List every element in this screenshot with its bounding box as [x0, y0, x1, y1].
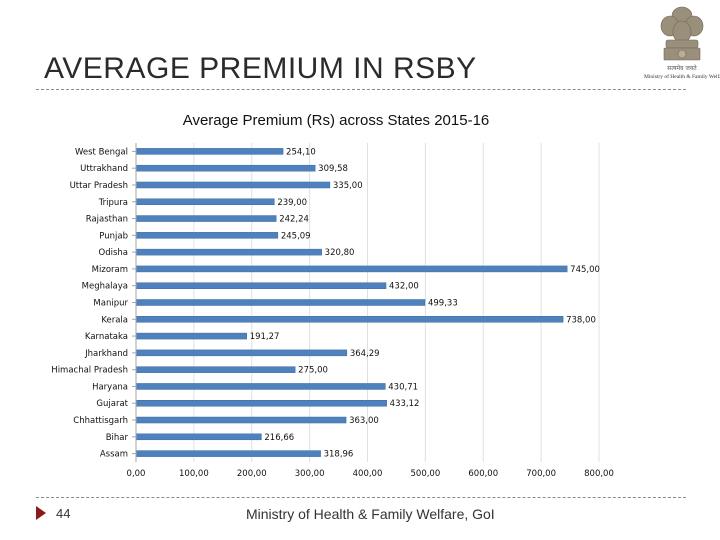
- bar: [135, 383, 386, 390]
- category-label: Karnataka: [85, 332, 128, 342]
- category-label: Uttar Pradesh: [70, 181, 128, 191]
- data-label: 309,58: [318, 164, 348, 174]
- slide-title: AVERAGE PREMIUM IN RSBY: [44, 52, 477, 85]
- bar: [135, 299, 426, 306]
- page-number: 44: [56, 506, 71, 521]
- category-label: Haryana: [92, 382, 128, 392]
- x-tick-label: 700,00: [526, 469, 556, 479]
- bar: [135, 248, 322, 256]
- chart-title: Average Premium (Rs) across States 2015-…: [182, 112, 490, 129]
- bar: [135, 416, 347, 424]
- x-tick-label: 100,00: [179, 469, 209, 479]
- data-label: 499,33: [428, 299, 458, 309]
- data-label: 320,80: [325, 248, 355, 258]
- bar: [135, 265, 568, 273]
- category-label: Chhattisgarh: [73, 416, 128, 426]
- svg-text:सत्यमेव जयते: सत्यमेव जयते: [667, 64, 697, 72]
- data-label: 364,29: [350, 349, 380, 359]
- x-tick-label: 300,00: [295, 469, 325, 479]
- bar: [135, 332, 247, 340]
- bar: [135, 232, 279, 239]
- x-tick-label: 800,00: [584, 469, 614, 479]
- category-label: Jharkhand: [84, 349, 128, 359]
- bar: [135, 366, 296, 373]
- data-label: 191,27: [250, 332, 280, 342]
- category-label: Rajasthan: [86, 215, 128, 225]
- category-label: Bihar: [106, 433, 129, 443]
- data-label: 239,00: [277, 198, 307, 208]
- category-label: Kerala: [101, 315, 128, 325]
- x-tick-label: 400,00: [353, 469, 383, 479]
- data-label: 216,66: [264, 433, 294, 443]
- bar: [135, 316, 564, 323]
- bar: [135, 215, 277, 222]
- data-label: 430,71: [388, 382, 418, 392]
- data-label: 432,00: [389, 282, 419, 292]
- data-label: 245,09: [281, 231, 311, 241]
- category-label: Mizoram: [92, 265, 128, 275]
- x-tick-label: 0,00: [127, 469, 146, 479]
- data-label: 335,00: [333, 181, 363, 191]
- data-label: 433,12: [390, 399, 420, 409]
- category-label: Assam: [100, 450, 128, 460]
- x-tick-label: 500,00: [411, 469, 441, 479]
- bar: [135, 282, 387, 289]
- category-label: Himachal Pradesh: [51, 366, 128, 376]
- national-emblem-logo: सत्यमेव जयते: [660, 6, 704, 72]
- emblem-caption: Ministry of Health & Family Welfare: [644, 74, 720, 80]
- header-divider: [36, 89, 686, 90]
- bar: [135, 164, 316, 172]
- category-label: Punjab: [99, 231, 128, 241]
- footer-arrow-icon: [36, 506, 46, 520]
- category-label: Manipur: [93, 299, 128, 309]
- footer-text: Ministry of Health & Family Welfare, GoI: [246, 506, 495, 522]
- category-label: Meghalaya: [82, 282, 128, 292]
- bar: [135, 433, 262, 441]
- category-label: Odisha: [99, 248, 128, 258]
- bar: [135, 349, 348, 357]
- data-label: 738,00: [566, 315, 596, 325]
- footer-divider: [36, 497, 686, 498]
- bar: [135, 148, 284, 155]
- data-label: 254,10: [286, 147, 316, 157]
- data-label: 275,00: [298, 366, 328, 376]
- category-label: Gujarat: [96, 399, 128, 409]
- category-label: Tripura: [98, 198, 128, 208]
- category-label: Uttrakhand: [80, 164, 128, 174]
- data-label: 363,00: [349, 416, 379, 426]
- category-label: West Bengal: [75, 147, 128, 157]
- bar: [135, 181, 331, 189]
- bar: [135, 450, 321, 457]
- x-tick-label: 600,00: [468, 469, 498, 479]
- bar: [135, 399, 387, 407]
- bar: [135, 198, 275, 206]
- data-label: 318,96: [324, 450, 354, 460]
- data-label: 242,24: [279, 215, 309, 225]
- x-tick-label: 200,00: [237, 469, 267, 479]
- data-label: 745,00: [570, 265, 600, 275]
